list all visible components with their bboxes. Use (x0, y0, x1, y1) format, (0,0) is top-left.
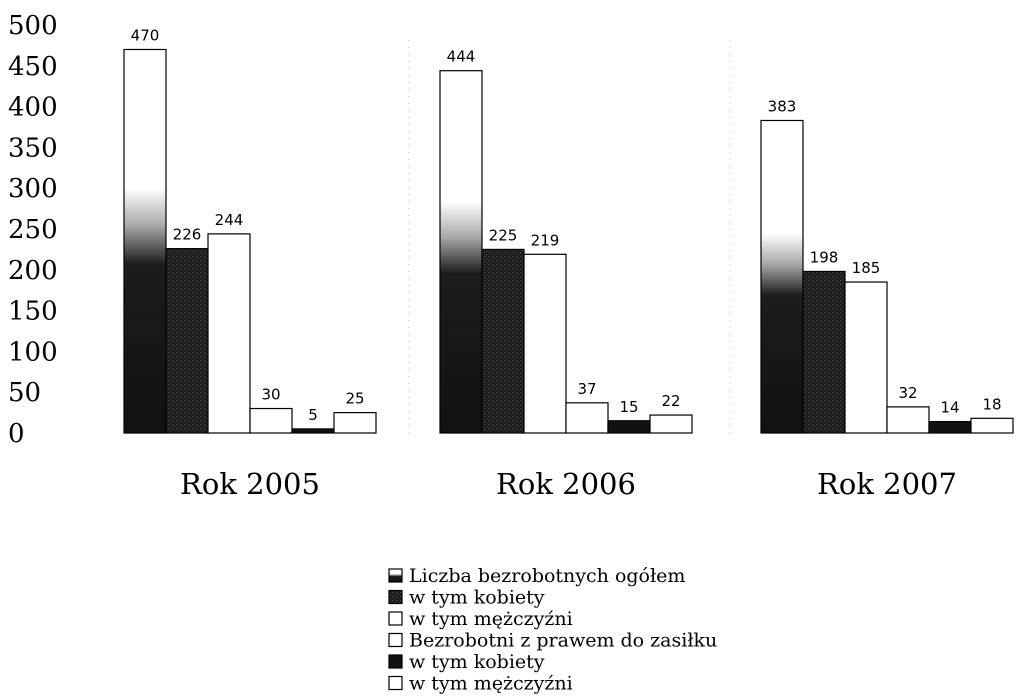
bar (207, 233, 251, 434)
legend-entry: w tym kobiety (388, 651, 545, 673)
data-label: 225 (489, 226, 518, 244)
legend-label: w tym mężczyźni (409, 673, 573, 695)
y-tick-label: 350 (8, 133, 58, 163)
bar (802, 270, 846, 434)
bar (928, 420, 972, 434)
data-label: 198 (810, 248, 839, 266)
bar (523, 253, 567, 434)
data-label: 22 (661, 392, 680, 410)
data-label: 18 (982, 395, 1001, 413)
legend-label: Bezrobotni z prawem do zasiłku (409, 630, 717, 652)
bar (439, 70, 483, 434)
data-label: 226 (173, 226, 202, 244)
data-label: 37 (577, 380, 596, 398)
data-label: 219 (531, 231, 560, 249)
bar (333, 412, 377, 434)
y-tick-label: 100 (8, 337, 58, 367)
legend-swatch (388, 589, 403, 605)
y-tick-label: 300 (8, 174, 58, 204)
y-tick-label: 0 (8, 419, 25, 449)
bar (607, 420, 651, 434)
legend-entry: w tym mężczyźni (388, 673, 573, 695)
data-label: 32 (898, 384, 917, 402)
bar (565, 402, 609, 434)
category-label: Rok 2005 (180, 467, 320, 501)
legend-entry: Bezrobotni z prawem do zasiłku (388, 630, 717, 652)
bar (123, 48, 167, 434)
y-axis: 0 50 100 150 200 250 300 350 400 450 500 (8, 11, 58, 449)
bar (481, 248, 525, 434)
data-label: 244 (215, 211, 244, 229)
legend-label: w tym kobiety (409, 651, 545, 673)
bar (291, 428, 335, 434)
y-tick-label: 250 (8, 215, 58, 245)
bar (165, 247, 209, 434)
data-label: 383 (768, 97, 797, 115)
legend-label: w tym mężczyźni (409, 608, 573, 630)
legend-label: Liczba bezrobotnych ogółem (409, 565, 685, 587)
y-tick-label: 150 (8, 297, 58, 327)
category-label: Rok 2007 (817, 467, 957, 501)
y-tick-label: 50 (8, 378, 41, 408)
legend-entry: w tym mężczyźni (388, 608, 573, 630)
data-label: 185 (852, 259, 881, 277)
data-label: 14 (940, 399, 959, 417)
bar (844, 281, 888, 434)
legend-swatch (388, 568, 403, 583)
data-labels: 470 226 244 30 5 25 444 225 219 37 15 22 383 198 185 32… (131, 26, 1002, 423)
category-label: Rok 2006 (496, 467, 636, 501)
bar (886, 406, 930, 434)
data-label: 25 (345, 390, 364, 408)
legend-swatch (388, 611, 403, 626)
legend-swatch (388, 632, 403, 648)
y-tick-label: 450 (8, 52, 58, 82)
data-label: 30 (261, 386, 280, 404)
y-tick-label: 200 (8, 256, 58, 286)
data-label: 470 (131, 26, 160, 44)
y-tick-label: 400 (8, 93, 58, 123)
category-labels: Rok 2005 Rok 2006 Rok 2007 (180, 467, 957, 501)
bar (649, 414, 693, 434)
legend-entry: w tym kobiety (388, 587, 545, 609)
data-label: 5 (308, 406, 318, 424)
bars (123, 48, 1014, 434)
bar (760, 119, 804, 434)
legend-swatch (388, 654, 403, 669)
data-label: 15 (619, 398, 638, 416)
legend-entry: Liczba bezrobotnych ogółem (388, 565, 685, 587)
data-label: 444 (447, 48, 476, 66)
bar (249, 407, 293, 434)
bar (970, 417, 1014, 434)
y-tick-label: 500 (8, 11, 58, 41)
legend-swatch (388, 675, 403, 691)
legend-label: w tym kobiety (409, 587, 545, 609)
category-separators (408, 40, 731, 433)
